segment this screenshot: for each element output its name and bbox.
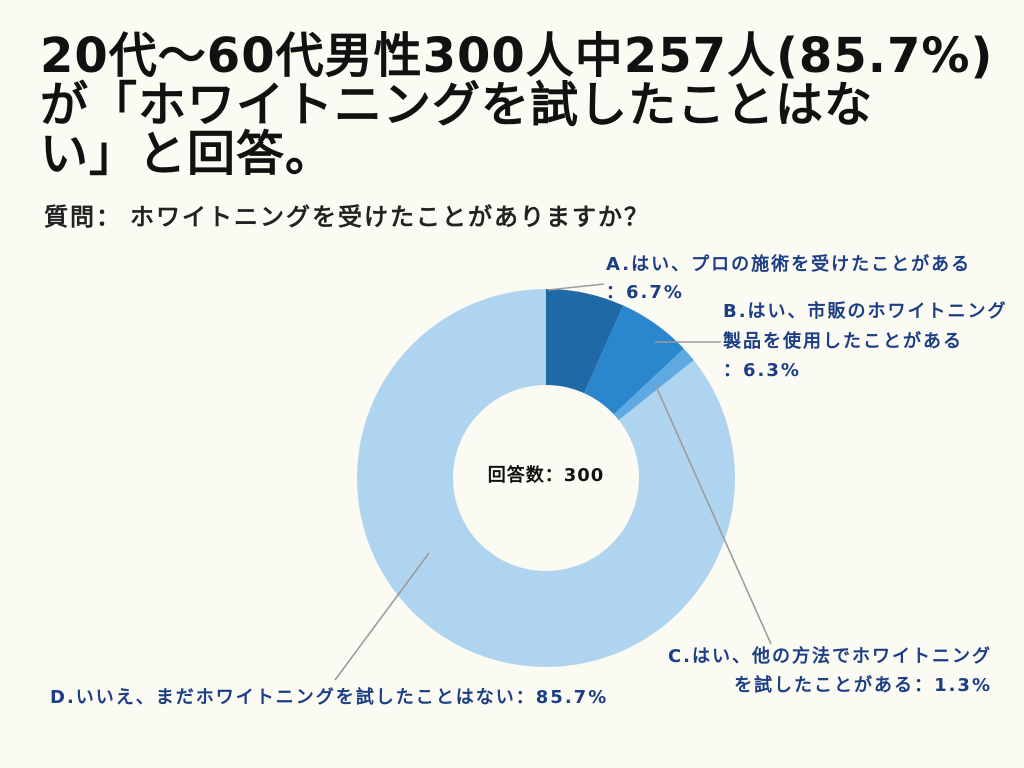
value-unit: %: [588, 687, 609, 708]
value-separator: ：: [606, 282, 626, 303]
slice-label-b-category: B.はい、市販のホワイトニング製品を使用したことがある: [723, 301, 1008, 352]
slice-label-b-value: ：6.3%: [723, 356, 1015, 386]
slice-label-c: C.はい、他の方法でホワイトニングを試したことがある：1.3%: [657, 642, 992, 700]
chart-title-line-1: 20代〜60代男性300人中257人(85.7%): [40, 28, 994, 84]
chart-title: 20代〜60代男性300人中257人(85.7%) が「ホワイトニングを試したこ…: [40, 32, 993, 179]
donut-slice-a: [546, 289, 624, 394]
leader-line-d: [334, 552, 430, 681]
question-text: ホワイトニングを受けたことがありますか？: [130, 203, 650, 231]
donut-slice-c: [613, 348, 694, 421]
value-unit: %: [780, 360, 801, 381]
value-separator: ：: [515, 687, 536, 708]
leader-line-a: [547, 283, 605, 291]
donut-slices: [357, 288, 736, 667]
chart-title-line-3: い」と回答。: [40, 126, 335, 182]
value-separator: ：: [723, 360, 743, 381]
value-number: 1.3: [934, 675, 972, 696]
leader-line-c: [654, 383, 772, 645]
value-number: 6.3: [743, 360, 781, 381]
donut-slice-b: [584, 305, 684, 415]
value-unit: %: [663, 282, 684, 303]
leader-lines: [334, 283, 772, 681]
slice-label-a: A.はい、プロの施術を受けたことがある ：6.7%: [606, 251, 971, 307]
chart-title-line-2: が「ホワイトニングを試したことはな: [40, 77, 874, 133]
value-unit: %: [971, 675, 992, 696]
chart-subtitle: 質問： ホワイトニングを受けたことがありますか？: [44, 202, 650, 232]
slice-label-a-value: ：6.7%: [606, 279, 971, 307]
donut-center-label: 回答数：300: [487, 465, 605, 486]
slice-label-a-category: A.はい、プロの施術を受けたことがある: [606, 254, 972, 275]
donut-slice-d: [357, 288, 736, 667]
value-number: 85.7: [535, 687, 589, 708]
question-label: 質問：: [44, 203, 122, 231]
slice-label-d: D.いいえ、まだホワイトニングを試したことはない：85.7%: [50, 684, 608, 712]
slice-label-d-category: D.いいえ、まだホワイトニングを試したことはない: [50, 687, 516, 708]
slice-label-b: B.はい、市販のホワイトニング製品を使用したことがある ：6.3%: [723, 297, 1015, 386]
value-separator: ：: [914, 675, 935, 696]
slice-label-c-category: C.はい、他の方法でホワイトニングを試したことがある: [667, 646, 992, 696]
value-number: 6.7: [626, 282, 664, 303]
